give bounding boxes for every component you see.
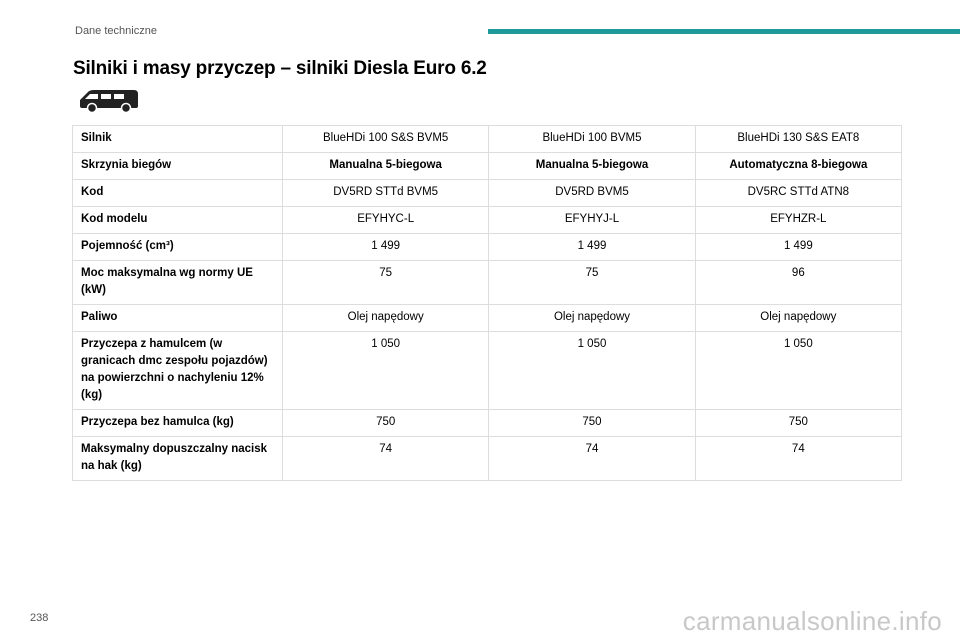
row-label: Maksymalny dopuszczalny nacisk na hak (k… [72, 436, 283, 481]
cell-value: Automatyczna 8-biegowa [694, 152, 903, 180]
cell-value: 75 [281, 260, 490, 305]
table-row: Przyczepa z hamulcem (w granicach dmc ze… [72, 331, 903, 410]
page-number: 238 [30, 612, 49, 624]
cell-value: Manualna 5-biegowa [488, 152, 696, 180]
cell-value: 1 050 [694, 331, 903, 410]
row-label: Przyczepa z hamulcem (w granicach dmc ze… [72, 331, 283, 410]
cell-value: 74 [694, 436, 903, 481]
cell-value: BlueHDi 100 BVM5 [488, 125, 696, 153]
table-row: Kod DV5RD STTd BVM5 DV5RD BVM5 DV5RC STTd A… [72, 179, 903, 207]
row-label: Przyczepa bez hamulca (kg) [72, 409, 283, 437]
cell-value: DV5RC STTd ATN8 [694, 179, 903, 207]
cell-value: Olej napędowy [281, 304, 490, 332]
cell-value: BlueHDi 130 S&S EAT8 [694, 125, 903, 153]
cell-value: BlueHDi 100 S&S BVM5 [281, 125, 490, 153]
row-label: Moc maksymalna wg normy UE (kW) [72, 260, 283, 305]
table-row: Skrzynia biegów Manualna 5-biegowa Manualn… [72, 152, 903, 180]
table-row: Pojemność (cm³) 1 499 1 499 1 499 [72, 233, 903, 261]
row-label: Pojemność (cm³) [72, 233, 283, 261]
cell-value: 750 [488, 409, 696, 437]
cell-value: 74 [488, 436, 696, 481]
spec-table: Silnik BlueHDi 100 S&S BVM5 BlueHDi 100 BV… [72, 125, 903, 481]
cell-value: DV5RD STTd BVM5 [281, 179, 490, 207]
van-icon [80, 90, 138, 114]
cell-value: 750 [281, 409, 490, 437]
table-row: Silnik BlueHDi 100 S&S BVM5 BlueHDi 100 BV… [72, 125, 903, 153]
section-header: Dane techniczne [75, 25, 157, 37]
cell-value: 1 499 [694, 233, 903, 261]
cell-value: 1 499 [281, 233, 490, 261]
cell-value: 96 [694, 260, 903, 305]
cell-value: EFYHZR-L [694, 206, 903, 234]
row-label: Kod [72, 179, 283, 207]
table-row: Kod modelu EFYHYC-L EFYHYJ-L EFYHZR-L [72, 206, 903, 234]
page-title: Silniki i masy przyczep – silniki Diesla… [73, 58, 487, 79]
cell-value: DV5RD BVM5 [488, 179, 696, 207]
header-bar [488, 29, 960, 34]
cell-value: 1 050 [281, 331, 490, 410]
row-label: Paliwo [72, 304, 283, 332]
cell-value: EFYHYJ-L [488, 206, 696, 234]
cell-value: 750 [694, 409, 903, 437]
cell-value: 1 050 [488, 331, 696, 410]
row-label: Skrzynia biegów [72, 152, 283, 180]
watermark: carmanualsonline.info [682, 606, 942, 636]
cell-value: 74 [281, 436, 490, 481]
cell-value: Manualna 5-biegowa [281, 152, 490, 180]
row-label: Silnik [72, 125, 283, 153]
cell-value: Olej napędowy [488, 304, 696, 332]
cell-value: Olej napędowy [694, 304, 903, 332]
cell-value: 1 499 [488, 233, 696, 261]
cell-value: EFYHYC-L [281, 206, 490, 234]
cell-value: 75 [488, 260, 696, 305]
table-row: Maksymalny dopuszczalny nacisk na hak (k… [72, 436, 903, 481]
table-row: Paliwo Olej napędowy Olej napędowy Olej nap… [72, 304, 903, 332]
table-row: Moc maksymalna wg normy UE (kW) 75 75 96 [72, 260, 903, 305]
table-row: Przyczepa bez hamulca (kg) 750 750 750 [72, 409, 903, 437]
row-label: Kod modelu [72, 206, 283, 234]
